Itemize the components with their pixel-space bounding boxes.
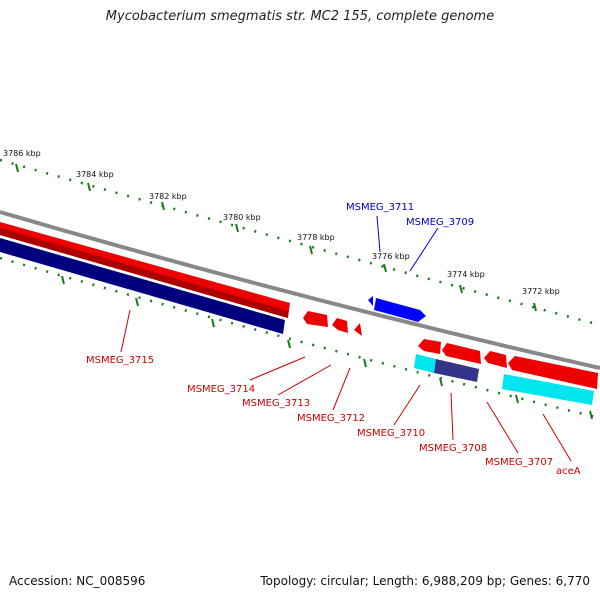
gene-msmeg-3712-arrow: [354, 323, 362, 336]
tick-label: 3780 kbp: [223, 213, 261, 222]
tick-label: 3772 kbp: [522, 287, 560, 296]
gene-label-reverse[interactable]: MSMEG_3708: [419, 443, 487, 454]
tick-label: 3782 kbp: [149, 192, 187, 201]
genome-backbone: [0, 210, 600, 370]
outer-tick-ring: [0, 158, 600, 327]
gene-label-reverse[interactable]: MSMEG_3713: [242, 398, 310, 409]
tick-label: 3774 kbp: [447, 270, 485, 279]
genome-summary-text: Topology: circular; Length: 6,988,209 bp…: [260, 574, 590, 588]
gene-msmeg-3715-shadow: [0, 228, 288, 318]
gene-label-forward[interactable]: MSMEG_3711: [346, 202, 414, 213]
gene-msmeg-3707-arrow: [484, 351, 507, 368]
map-title: Mycobacterium smegmatis str. MC2 155, co…: [105, 9, 495, 24]
gene-label-forward[interactable]: MSMEG_3709: [406, 217, 474, 228]
tick-label: 3776 kbp: [372, 252, 410, 261]
gene-acea-arrow: [508, 356, 598, 389]
gene-msmeg-3714-arrow: [303, 311, 328, 327]
tick-label: 3784 kbp: [76, 170, 114, 179]
inner-tick-ring: [0, 256, 600, 420]
gene-label-reverse[interactable]: MSMEG_3714: [187, 384, 255, 395]
gene-msmeg-3709-arrow: [374, 298, 426, 322]
gene-label-reverse[interactable]: aceA: [556, 466, 581, 477]
gene-msmeg-3710-band: [414, 354, 436, 373]
gene-label-reverse[interactable]: MSMEG_3710: [357, 428, 425, 439]
gene-msmeg-3710-arrow: [418, 339, 441, 354]
gene-msmeg-3713-arrow: [332, 318, 348, 333]
gene-acea-band: [502, 374, 594, 405]
tick-label: 3786 kbp: [3, 149, 41, 158]
gene-label-reverse[interactable]: MSMEG_3707: [485, 457, 553, 468]
gene-msmeg-3708-arrow: [442, 343, 481, 364]
gene-msmeg-3708-band: [434, 359, 479, 382]
gene-msmeg-3715-band: [0, 238, 285, 334]
gene-msmeg-3711-arrow: [368, 296, 373, 306]
accession-text: Accession: NC_008596: [9, 574, 146, 588]
gene-label-reverse[interactable]: MSMEG_3712: [297, 413, 365, 424]
tick-label: 3778 kbp: [297, 233, 335, 242]
gene-label-reverse[interactable]: MSMEG_3715: [86, 355, 154, 366]
